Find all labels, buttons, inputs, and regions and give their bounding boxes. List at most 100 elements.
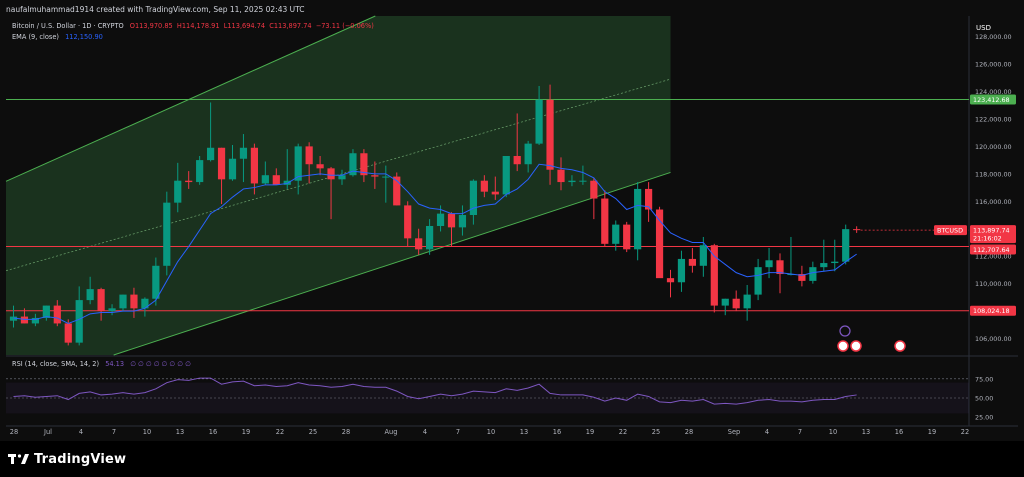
candle-body: [634, 188, 642, 250]
candle-body: [185, 180, 193, 183]
candle-body: [842, 229, 850, 262]
candle-body: [272, 175, 280, 185]
time-tick-label: 28: [685, 428, 693, 436]
price-tick-label: 122,000.00: [975, 115, 1012, 123]
candle-body: [820, 263, 828, 268]
candle-body: [524, 143, 532, 165]
candle-body: [426, 225, 434, 250]
high-value: H114,178.91: [176, 22, 220, 30]
candle-body: [710, 245, 718, 306]
price-tick-label: 112,000.00: [975, 253, 1012, 261]
price-tick-label: 126,000.00: [975, 61, 1012, 69]
candle-body: [535, 99, 543, 144]
time-tick-label: 22: [276, 428, 284, 436]
candle-body: [349, 153, 357, 176]
ema-legend[interactable]: EMA (9, close) 112,150.90: [12, 33, 103, 41]
time-tick-label: 10: [487, 428, 495, 436]
candle-body: [261, 175, 269, 184]
candle-body: [250, 147, 258, 184]
time-tick-label: 4: [765, 428, 769, 436]
candle-body: [776, 260, 784, 275]
price-tick-label: 128,000.00: [975, 33, 1012, 41]
candle-body: [108, 308, 116, 312]
candle-body: [732, 298, 740, 309]
candle-body: [513, 155, 521, 165]
rsi-value: 54.13: [105, 360, 125, 368]
time-tick-label: 10: [829, 428, 837, 436]
candle-body: [393, 176, 401, 206]
candle-body: [217, 147, 226, 180]
resistance-badge: 123,412.68: [973, 96, 1010, 104]
rsi-label: RSI (14, close, SMA, 14, 2): [12, 360, 100, 368]
price-tick-label: 110,000.00: [975, 280, 1012, 288]
rsi-tick-label: 25.00: [975, 414, 993, 422]
tradingview-brand: TradingView: [34, 452, 127, 467]
price-tick-label: 116,000.00: [975, 198, 1012, 206]
candle-body: [765, 260, 773, 268]
time-tick-label: 25: [652, 428, 660, 436]
rsi-tick-label: 75.00: [975, 375, 993, 383]
candle-body: [86, 289, 94, 301]
support-low-badge: 108,024.18: [973, 307, 1010, 315]
candle-body: [754, 267, 762, 295]
ema-label: EMA (9, close): [12, 33, 59, 41]
candle-body: [141, 298, 149, 309]
candle-body: [196, 160, 204, 183]
time-tick-label: 16: [553, 428, 561, 436]
time-tick-label: 28: [10, 428, 18, 436]
price-chart[interactable]: 128,000.00 126,000.00 124,000.00 122,000.00…: [0, 0, 1024, 441]
candle-body: [557, 169, 565, 183]
time-tick-label: 19: [242, 428, 250, 436]
candle-body: [743, 294, 751, 309]
rsi-legend[interactable]: RSI (14, close, SMA, 14, 2) 54.13 ∅ ∅ ∅ …: [12, 360, 191, 368]
candle-body: [645, 188, 653, 210]
time-tick-label: 7: [112, 428, 116, 436]
symbol-badge: BTCUSD: [937, 227, 963, 235]
candle-body: [469, 180, 477, 216]
time-tick-label: 22: [961, 428, 969, 436]
candle-body: [207, 147, 215, 161]
time-tick-label: 7: [798, 428, 802, 436]
support-mid-badge: 112,707.64: [973, 246, 1010, 254]
candle-body: [491, 191, 499, 195]
time-tick-label: 19: [928, 428, 936, 436]
time-tick-label: Sep: [728, 428, 740, 436]
economic-event-icon: [894, 340, 906, 352]
candle-body: [371, 175, 379, 177]
candle-body: [42, 305, 50, 318]
candle-body: [831, 261, 839, 264]
time-tick-label: 13: [520, 428, 528, 436]
candle-body: [480, 180, 488, 192]
candle-body: [677, 258, 686, 283]
low-value: L113,694.74: [223, 22, 266, 30]
candle-body: [119, 294, 127, 309]
time-tick-label: 4: [423, 428, 427, 436]
close-value: C113,897.74: [269, 22, 312, 30]
candle-body: [130, 294, 138, 309]
candle-body: [404, 205, 412, 239]
candle-body: [316, 164, 324, 169]
time-tick-label: 25: [309, 428, 317, 436]
candle-body: [294, 146, 302, 181]
symbol-name[interactable]: Bitcoin / U.S. Dollar · 1D · CRYPTO: [12, 22, 124, 30]
time-tick-label: 10: [143, 428, 151, 436]
candle-body: [228, 158, 237, 180]
time-tick-label: 7: [456, 428, 460, 436]
candle-body: [721, 298, 729, 306]
candle-body: [798, 274, 806, 281]
resistance-badge-bg: [970, 94, 1016, 105]
countdown-badge: 21:16:02: [973, 235, 1002, 243]
time-tick-label: Aug: [385, 428, 398, 436]
candle-body: [283, 180, 291, 185]
chart-header: naufalmuhammad1914 created with TradingV…: [6, 5, 305, 14]
candle-body: [75, 300, 83, 343]
footer-bar: [0, 441, 1024, 477]
candle-body: [546, 99, 554, 170]
candle-body: [163, 202, 171, 266]
candle-body: [666, 278, 675, 283]
open-value: O113,970.85: [129, 22, 173, 30]
channel-upper-line: [5, 15, 376, 182]
candle-body: [382, 176, 390, 178]
rsi-line: [13, 377, 857, 405]
